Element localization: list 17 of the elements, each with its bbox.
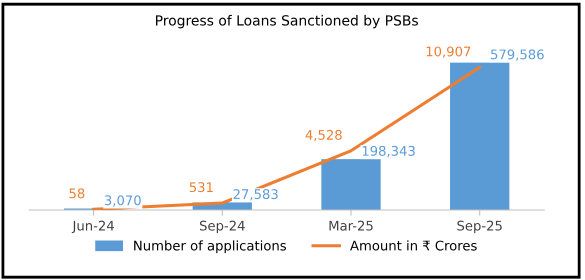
data-label: 58 (69, 188, 84, 198)
data-label: 531 (190, 182, 213, 192)
x-tick-label: Sep-24 (200, 220, 245, 234)
data-label: 4,528 (306, 130, 342, 142)
legend-label: Amount in ₹ Crores (350, 240, 477, 251)
x-tick-label: Sep-25 (457, 220, 502, 234)
data-label: 198,343 (362, 146, 415, 158)
data-label: 10,907 (426, 46, 470, 58)
chart-title: Progress of Loans Sanctioned by PSBs (156, 14, 418, 28)
bar (450, 62, 510, 210)
data-label: 3,070 (104, 195, 141, 207)
bar (321, 159, 381, 210)
x-tick-label: Jun-24 (72, 220, 114, 234)
legend-label: Number of applications (134, 240, 286, 254)
data-label: 27,583 (234, 189, 278, 200)
data-label: 579,586 (491, 49, 544, 61)
x-tick-label: Mar-25 (329, 220, 373, 231)
